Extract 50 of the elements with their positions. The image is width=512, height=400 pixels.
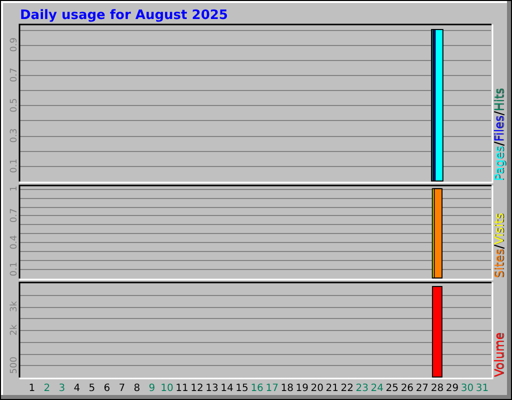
x-tick-label: 15: [236, 383, 248, 394]
x-tick-label: 14: [220, 383, 234, 394]
x-tick-label: 4: [74, 383, 80, 394]
x-tick-label: 27: [416, 383, 429, 394]
y-tick-label: 0.7: [10, 208, 20, 223]
x-tick-label: 21: [326, 383, 338, 394]
x-tick-label: 17: [266, 383, 278, 394]
x-tick-label: 6: [104, 383, 110, 394]
x-tick-label: 20: [310, 383, 324, 394]
text: Visits: [492, 212, 506, 245]
x-tick-label: 9: [148, 383, 156, 394]
x-tick-label: 12: [190, 383, 204, 394]
x-tick-label: 10: [160, 383, 174, 394]
text: Volume: [492, 332, 506, 377]
legend-label: Sites: [492, 248, 506, 278]
x-tick-label: 30: [460, 383, 474, 394]
y-tick-label: 1: [10, 186, 20, 192]
x-tick-label: 13: [206, 383, 218, 394]
x-tick-label: 8: [134, 383, 140, 394]
legend-label: Files: [492, 115, 506, 142]
legend-label: Pages: [492, 146, 506, 181]
x-tick-label: 22: [340, 383, 354, 394]
x-tick-label: 7: [118, 383, 126, 394]
x-tick-label: 25: [386, 383, 399, 394]
y-tick-label: 0.4: [10, 234, 20, 250]
x-tick-label: 24: [370, 383, 384, 394]
y-tick-label: 2k: [10, 324, 20, 336]
x-tick-label: 31: [476, 383, 489, 394]
x-tick-label: 29: [446, 383, 459, 394]
text: Hits: [492, 88, 506, 112]
x-tick-label: 19: [296, 383, 308, 394]
x-tick-label: 18: [280, 383, 294, 394]
y-tick-label: 0.7: [10, 68, 20, 82]
y-tick-label: 0.9: [10, 37, 20, 52]
x-tick-label: 5: [88, 383, 96, 394]
x-tick-label: 2: [44, 383, 50, 394]
x-tick-label: 1: [28, 383, 36, 394]
y-tick-label: 0.1: [10, 262, 20, 276]
y-tick-label: 3k: [10, 300, 20, 312]
x-tick-label: 11: [176, 383, 188, 394]
y-tick-label: 0.3: [10, 128, 20, 143]
y-tick-label: 500: [10, 356, 20, 374]
chart-title: Daily usage for August 2025: [20, 8, 228, 23]
x-tick-label: 28: [430, 383, 444, 394]
y-tick-label: 0.1: [10, 158, 20, 174]
x-tick-label: 16: [250, 383, 264, 394]
x-tick-label: 26: [400, 383, 414, 394]
y-tick-label: 0.5: [10, 98, 20, 112]
x-tick-label: 3: [58, 383, 66, 394]
x-tick-label: 23: [356, 383, 369, 394]
